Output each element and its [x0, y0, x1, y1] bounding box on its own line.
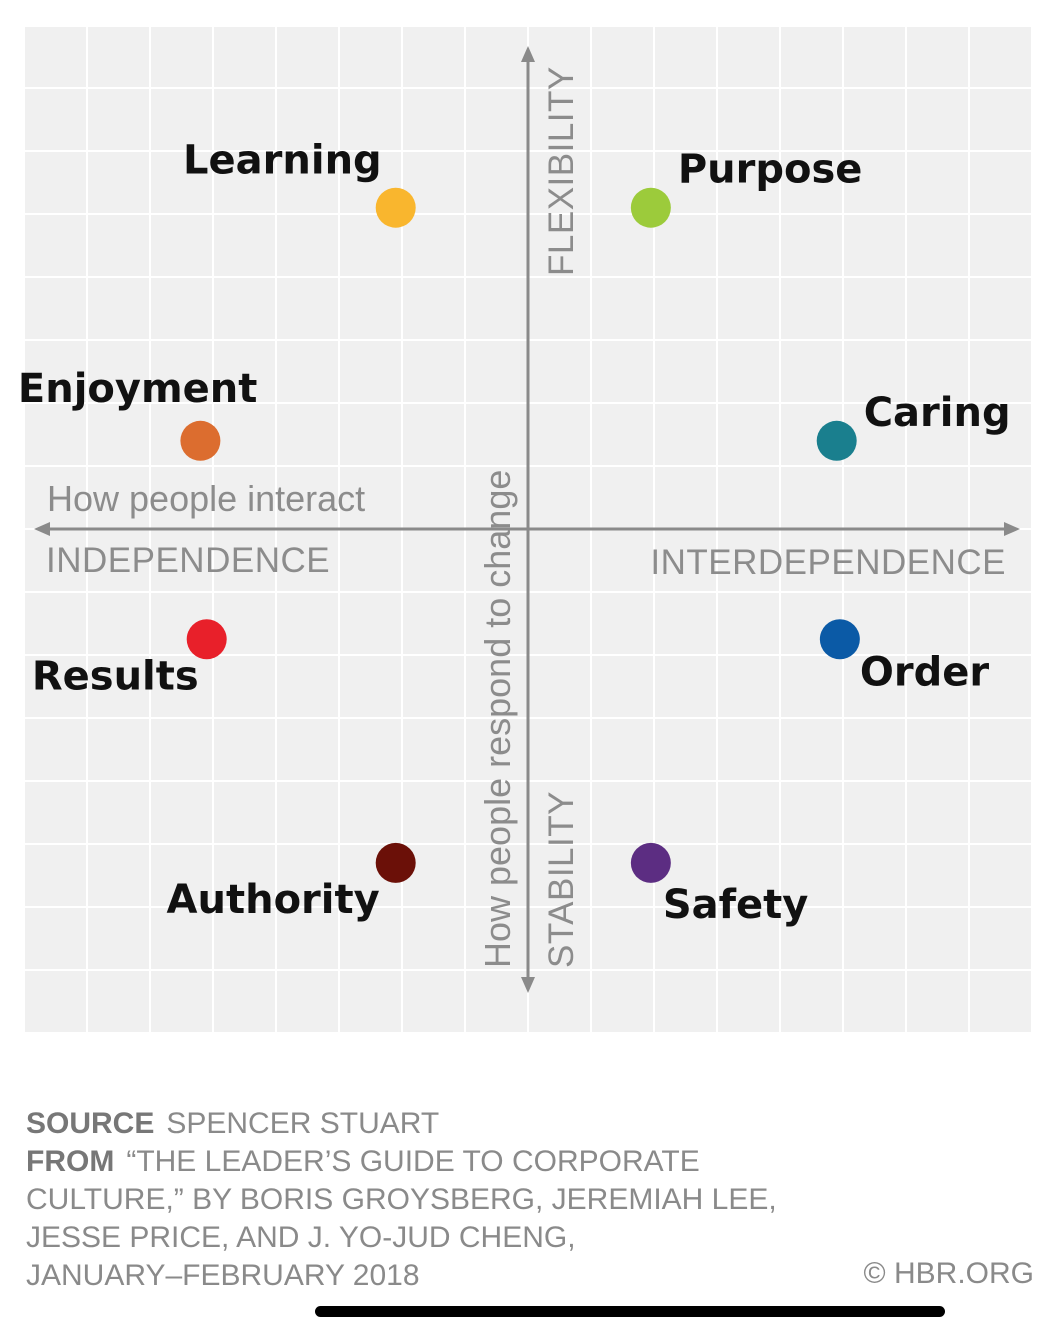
point-results [186, 619, 227, 660]
point-purpose [630, 187, 671, 228]
point-label-safety: Safety [663, 882, 809, 928]
y-axis-title: How people respond to change [477, 470, 518, 968]
x-axis-left-arrow [34, 522, 50, 536]
from-line-1: FROM “THE LEADER’S GUIDE TO CORPORATE [26, 1143, 1046, 1181]
x-axis-positive-label: INTERDEPENDENCE [650, 543, 1006, 582]
y-axis-positive-label: FLEXIBILITY [542, 66, 581, 276]
point-enjoyment [180, 420, 221, 461]
point-caring [816, 420, 857, 461]
point-label-authority: Authority [167, 877, 380, 923]
y-axis-bottom-arrow [521, 977, 535, 993]
from-text-2: CULTURE,” BY BORIS GROYSBERG, JEREMIAH L… [26, 1183, 777, 1216]
from-text-1: “THE LEADER’S GUIDE TO CORPORATE [126, 1145, 700, 1178]
from-text-3: JESSE PRICE, AND J. YO-JUD CHENG, [26, 1221, 576, 1254]
point-label-enjoyment: Enjoyment [18, 366, 257, 412]
y-axis-top-arrow [521, 46, 535, 62]
point-label-caring: Caring [864, 390, 1011, 436]
point-label-learning: Learning [183, 138, 382, 184]
source-line: SOURCE SPENCER STUART [26, 1105, 1046, 1143]
from-key: FROM [26, 1145, 115, 1178]
data-points: Learning Purpose Enjoyment Caring Results Ord… [18, 138, 1011, 928]
point-safety [630, 842, 671, 883]
point-authority [375, 842, 416, 883]
point-label-results: Results [32, 653, 199, 699]
axes [34, 46, 1020, 993]
point-label-purpose: Purpose [678, 147, 863, 193]
from-text-4: JANUARY–FEBRUARY 2018 [26, 1259, 420, 1292]
source-value: SPENCER STUART [166, 1107, 440, 1140]
x-axis-right-arrow [1004, 522, 1020, 536]
point-order [819, 619, 860, 660]
culture-quadrant-chart: How people interact INDEPENDENCE INTERDE… [18, 27, 1031, 1034]
hbr-credit: © HBR.ORG [863, 1257, 1034, 1290]
y-axis-negative-label: STABILITY [542, 791, 581, 968]
home-indicator[interactable] [315, 1306, 945, 1317]
x-axis-negative-label: INDEPENDENCE [46, 541, 330, 580]
x-axis-title: How people interact [47, 478, 365, 519]
point-label-order: Order [860, 649, 989, 695]
point-learning [375, 187, 416, 228]
source-key: SOURCE [26, 1107, 155, 1140]
chart-footer: SOURCE SPENCER STUART FROM “THE LEADER’S G… [26, 1105, 1046, 1295]
